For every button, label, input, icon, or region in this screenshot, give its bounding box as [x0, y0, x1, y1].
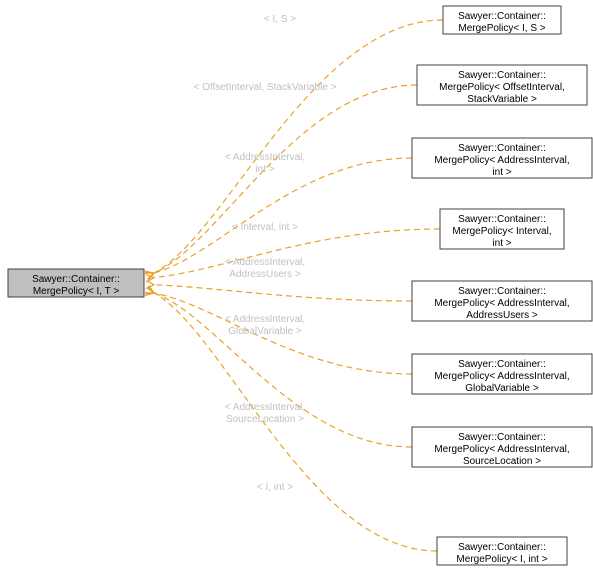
class-node: Sawyer::Container::MergePolicy< AddressI…: [412, 138, 592, 178]
edge-label: < AddressInterval,AddressUsers >: [225, 257, 305, 280]
class-node: Sawyer::Container::MergePolicy< AddressI…: [412, 354, 592, 394]
class-diagram: Sawyer::Container::MergePolicy< I, T >Sa…: [0, 0, 593, 588]
inheritance-edge: [154, 285, 412, 301]
class-node: Sawyer::Container::MergePolicy< I, int >: [437, 537, 567, 565]
edges-layer: [154, 20, 443, 551]
class-node: Sawyer::Container::MergePolicy< AddressI…: [412, 427, 592, 467]
edge-label: < AddressInterval,SourceLocation >: [225, 402, 305, 425]
edge-labels-layer: < I, S > < OffsetInterval, StackVariable …: [193, 14, 336, 493]
inheritance-edge: [154, 158, 412, 273]
inheritance-edge: [154, 20, 443, 273]
root-node: Sawyer::Container::MergePolicy< I, T >: [8, 269, 144, 297]
edge-label: < AddressInterval,int >: [225, 152, 305, 175]
class-node: Sawyer::Container::MergePolicy< Interval…: [440, 209, 564, 249]
edge-label: < I, int >: [257, 482, 293, 493]
class-node: Sawyer::Container::MergePolicy< AddressI…: [412, 281, 592, 321]
edge-label: < Interval, int >: [232, 222, 298, 233]
svg-text:Sawyer::Container::MergePolicy: Sawyer::Container::MergePolicy< I, int >: [456, 542, 547, 565]
edge-label: < OffsetInterval, StackVariable >: [193, 82, 336, 93]
class-node: Sawyer::Container::MergePolicy< I, S >: [443, 6, 561, 34]
svg-text:Sawyer::Container::MergePolicy: Sawyer::Container::MergePolicy< I, T >: [32, 274, 120, 297]
svg-text:Sawyer::Container::MergePolicy: Sawyer::Container::MergePolicy< I, S >: [458, 11, 546, 34]
edge-label: < AddressInterval,GlobalVariable >: [225, 314, 305, 337]
class-node: Sawyer::Container::MergePolicy< OffsetIn…: [417, 65, 587, 105]
edge-label: < I, S >: [264, 14, 296, 25]
inheritance-edge: [154, 85, 417, 273]
